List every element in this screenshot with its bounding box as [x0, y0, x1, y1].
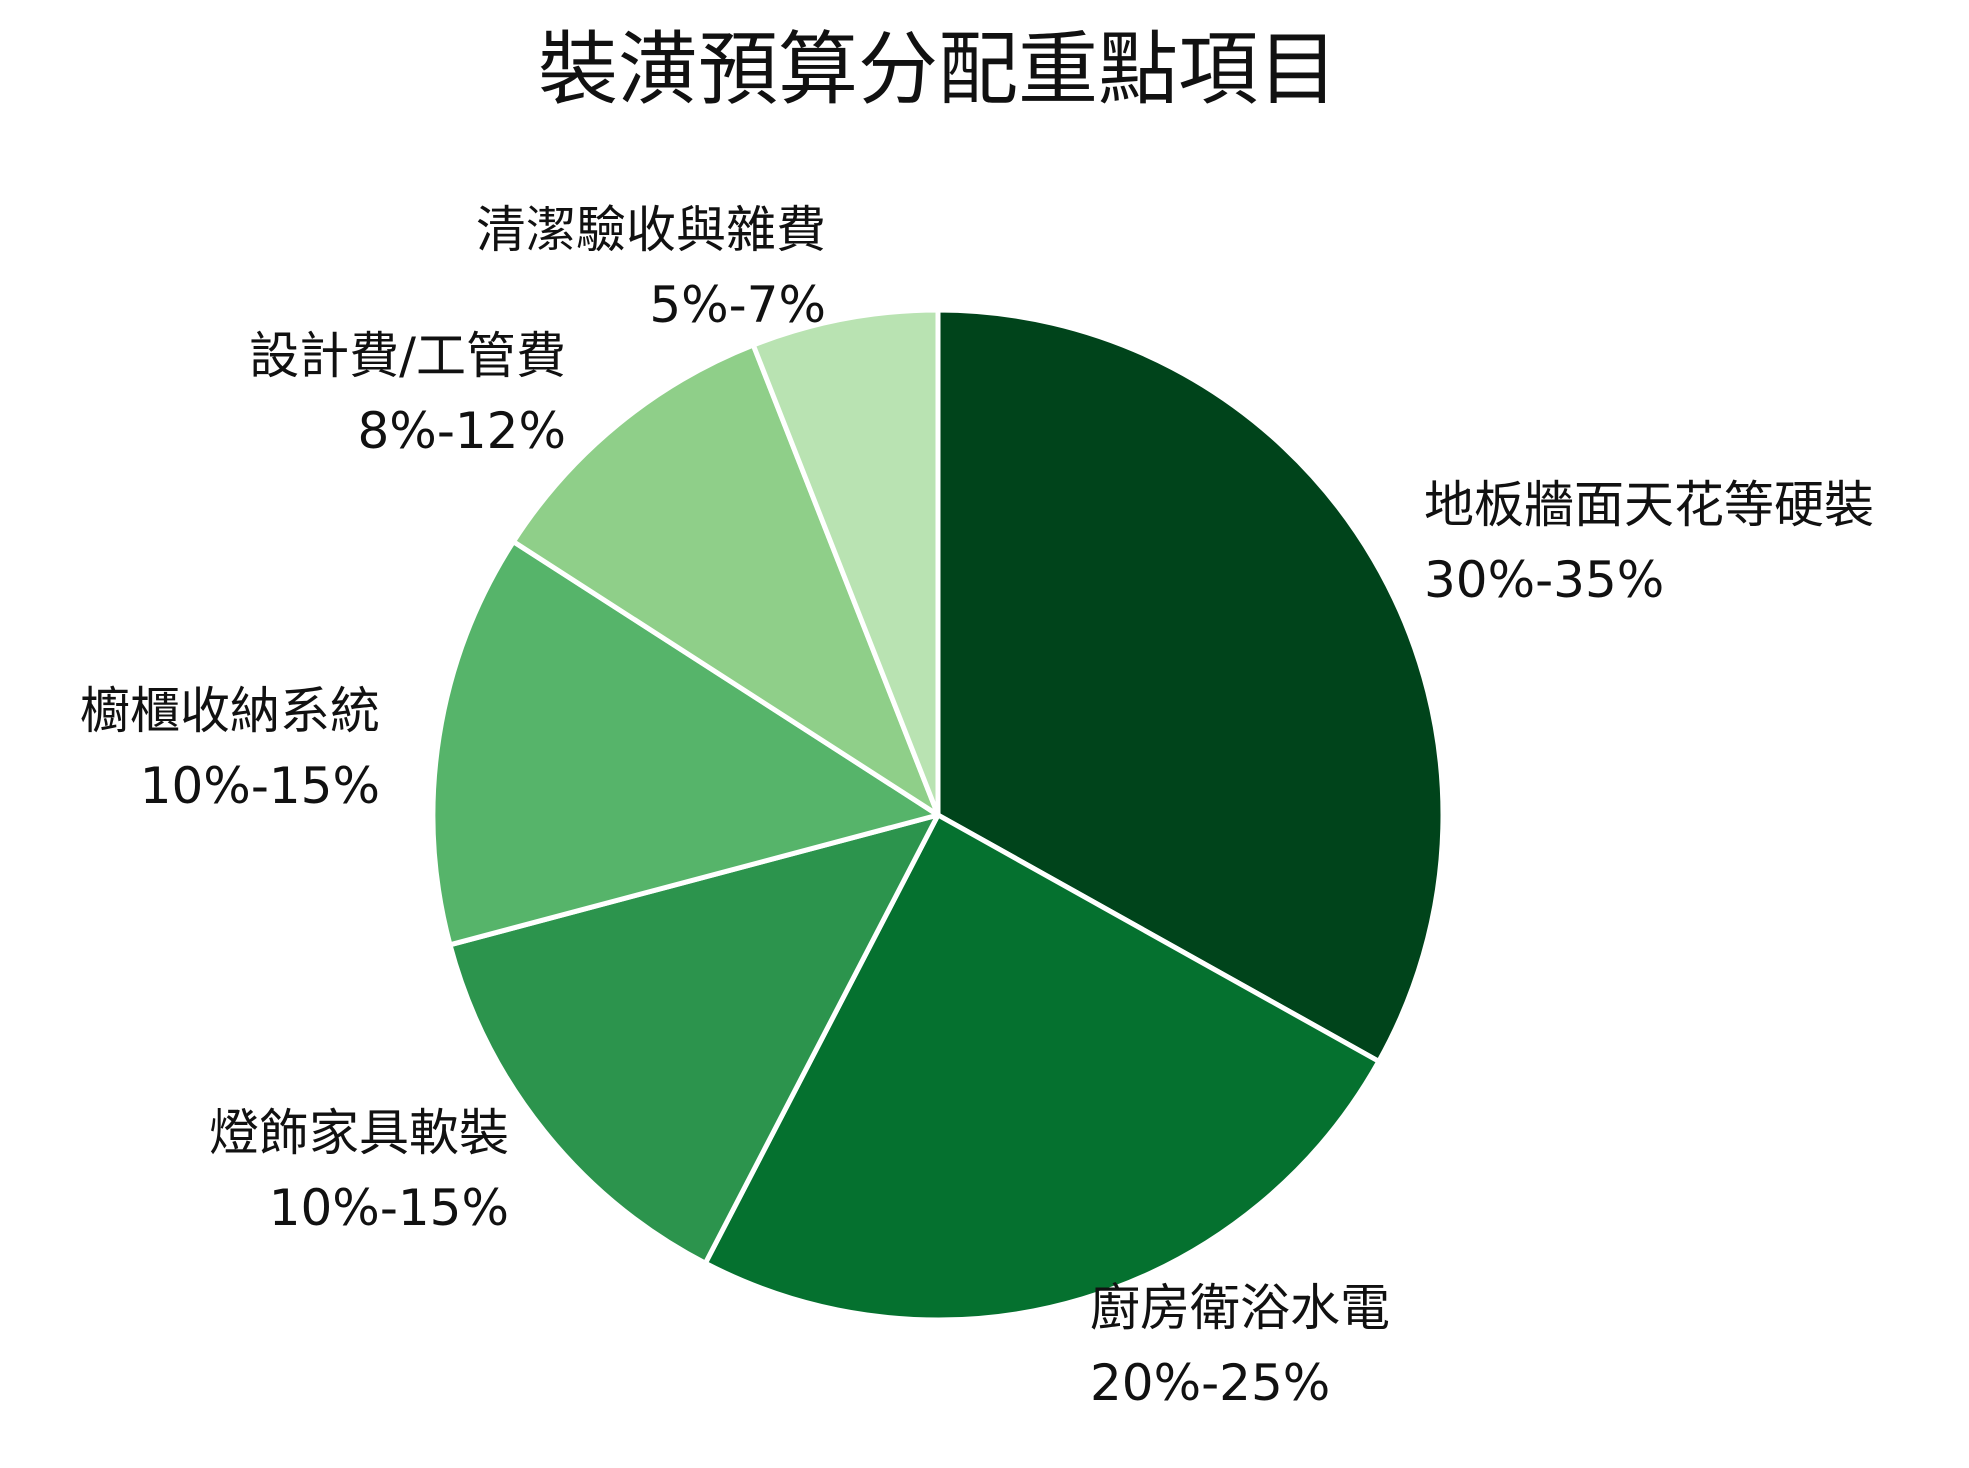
pie-slice-3 — [430, 539, 941, 948]
slice-label-0-name: 地板牆面天花等硬裝 — [1424, 476, 1874, 534]
slice-label-0: 地板牆面天花等硬裝 30%-35% — [1424, 476, 1874, 609]
pie-slice-2 — [447, 812, 941, 1266]
slice-label-5-name: 清潔驗收與雜費 — [476, 201, 826, 259]
slice-label-2-range: 10%-15% — [269, 1179, 509, 1237]
slice-label-2: 燈飾家具軟裝 10%-15% — [209, 1104, 509, 1237]
slice-label-5: 清潔驗收與雜費 5%-7% — [476, 201, 826, 334]
slice-label-4-name: 設計費/工管費 — [249, 327, 566, 385]
chart-title: 裝潢預算分配重點項目 — [538, 23, 1338, 116]
slice-label-3-range: 10%-15% — [140, 757, 380, 815]
slice-label-4: 設計費/工管費 8%-12% — [249, 327, 566, 460]
slice-label-2-name: 燈飾家具軟裝 — [209, 1104, 509, 1162]
slice-label-3-name: 櫥櫃收納系統 — [80, 682, 380, 740]
pie-slice-0 — [935, 307, 1446, 1064]
pie-slices — [430, 307, 1446, 1323]
slice-label-5-range: 5%-7% — [649, 276, 826, 334]
slice-label-1-name: 廚房衛浴水電 — [1090, 1279, 1390, 1337]
slice-label-4-range: 8%-12% — [358, 402, 567, 460]
slice-label-0-range: 30%-35% — [1424, 551, 1664, 609]
slice-label-3: 櫥櫃收納系統 10%-15% — [80, 682, 380, 815]
slice-label-1: 廚房衛浴水電 20%-25% — [1090, 1279, 1390, 1412]
pie-slice-4 — [510, 342, 941, 818]
slice-label-1-range: 20%-25% — [1090, 1354, 1330, 1412]
pie-slice-5 — [750, 307, 941, 818]
